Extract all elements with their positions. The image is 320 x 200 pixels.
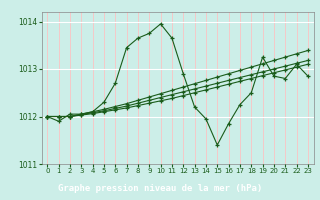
Text: Graphe pression niveau de la mer (hPa): Graphe pression niveau de la mer (hPa) — [58, 184, 262, 193]
